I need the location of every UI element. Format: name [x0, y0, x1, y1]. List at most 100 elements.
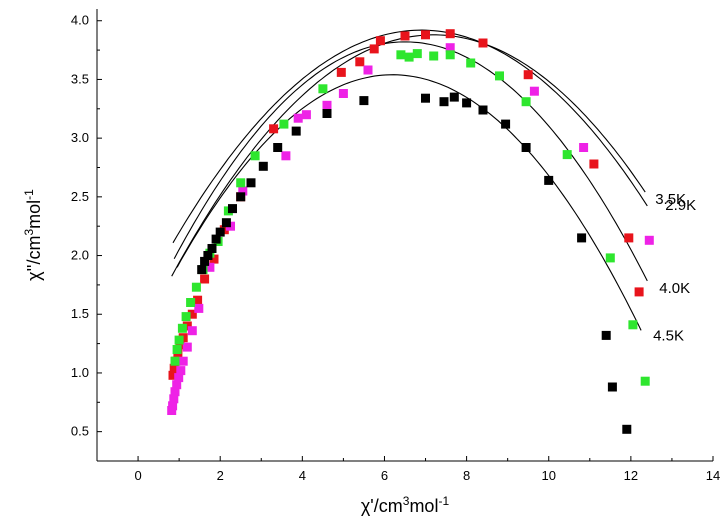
data-point	[169, 394, 179, 404]
data-point	[269, 124, 279, 134]
data-point	[177, 323, 187, 333]
data-point	[215, 227, 225, 237]
data-point	[521, 143, 531, 152]
y-tick-label: 3.5	[71, 71, 89, 86]
data-point	[209, 254, 219, 264]
data-point	[529, 86, 539, 96]
data-point	[478, 105, 488, 115]
series-label: 2.9K	[665, 197, 696, 214]
data-point	[404, 52, 414, 62]
y-tick-label: 4.0	[71, 13, 89, 28]
data-point	[462, 98, 472, 108]
data-point	[355, 57, 365, 67]
data-point	[250, 151, 260, 161]
data-point	[445, 50, 455, 60]
data-point	[640, 376, 650, 386]
data-point	[363, 65, 373, 75]
data-point	[521, 97, 531, 107]
data-point	[200, 256, 210, 266]
data-point	[258, 161, 268, 171]
data-point	[207, 244, 217, 253]
data-point	[273, 143, 283, 152]
data-point	[181, 312, 191, 322]
data-point	[644, 235, 654, 245]
data-point	[369, 44, 379, 54]
fit-curve-3.5K	[171, 34, 646, 277]
data-points	[167, 29, 654, 434]
data-point	[412, 49, 422, 59]
x-tick-label: 0	[134, 468, 141, 483]
data-point	[170, 387, 180, 397]
data-point	[238, 186, 248, 196]
data-point	[182, 342, 192, 352]
data-point	[172, 380, 182, 390]
data-point	[579, 143, 589, 152]
data-point	[607, 382, 617, 392]
data-point	[178, 356, 188, 366]
data-point	[236, 178, 246, 188]
data-point	[228, 204, 237, 214]
data-point	[182, 321, 192, 331]
x-tick-label: 8	[463, 468, 470, 483]
data-point	[172, 345, 182, 354]
series-label: 4.0K	[659, 280, 690, 297]
data-point	[197, 265, 207, 275]
data-point	[174, 373, 184, 383]
y-tick-label: 1.5	[71, 306, 89, 321]
data-point	[187, 326, 197, 336]
data-point	[336, 67, 346, 77]
data-point	[445, 43, 455, 53]
x-tick-label: 2	[217, 468, 224, 483]
data-point	[624, 233, 634, 243]
y-tick-label: 0.5	[71, 424, 89, 439]
data-point	[293, 113, 303, 123]
data-point	[281, 151, 291, 161]
series-label: 4.5K	[653, 327, 684, 344]
data-point	[174, 335, 184, 345]
x-tick-label: 14	[706, 468, 720, 483]
data-point	[187, 309, 197, 319]
data-point	[167, 406, 177, 415]
data-point	[169, 363, 179, 373]
data-point	[396, 50, 406, 60]
data-point	[291, 126, 301, 136]
data-point	[194, 303, 204, 313]
x-tick-label: 6	[381, 468, 388, 483]
data-point	[622, 424, 632, 434]
x-tick-label: 4	[299, 468, 306, 483]
y-tick-label: 1.0	[71, 365, 89, 380]
data-point	[577, 233, 587, 243]
data-point	[279, 119, 289, 129]
axes: 0 2 4 6 8 10 12 14 0.5 1.0 1.5 2.0 2.5 3.0 3.5 4.0	[71, 9, 720, 483]
data-point	[445, 29, 455, 39]
data-point	[221, 218, 231, 228]
y-tick-label: 3.0	[71, 130, 89, 145]
x-axis-title: χ'/cm3mol-1	[361, 494, 450, 516]
data-point	[359, 96, 369, 106]
data-point	[439, 97, 449, 107]
data-point	[429, 51, 439, 61]
data-point	[203, 251, 213, 260]
data-point	[605, 253, 615, 263]
data-point	[421, 30, 430, 40]
data-point	[523, 70, 533, 80]
data-point	[501, 119, 511, 129]
data-point	[301, 110, 311, 120]
data-point	[168, 370, 178, 380]
data-point	[168, 401, 178, 411]
data-point	[478, 38, 488, 48]
data-point	[421, 93, 430, 103]
data-point	[628, 320, 638, 330]
data-point	[205, 262, 215, 272]
data-point	[186, 298, 196, 307]
data-point	[562, 150, 572, 160]
data-point	[193, 295, 203, 305]
fit-curve-4.0K	[173, 41, 648, 282]
x-tick-label: 10	[541, 468, 555, 483]
data-point	[375, 36, 385, 46]
data-point	[322, 109, 332, 118]
data-point	[589, 159, 599, 169]
data-point	[176, 366, 186, 376]
data-point	[175, 340, 185, 350]
